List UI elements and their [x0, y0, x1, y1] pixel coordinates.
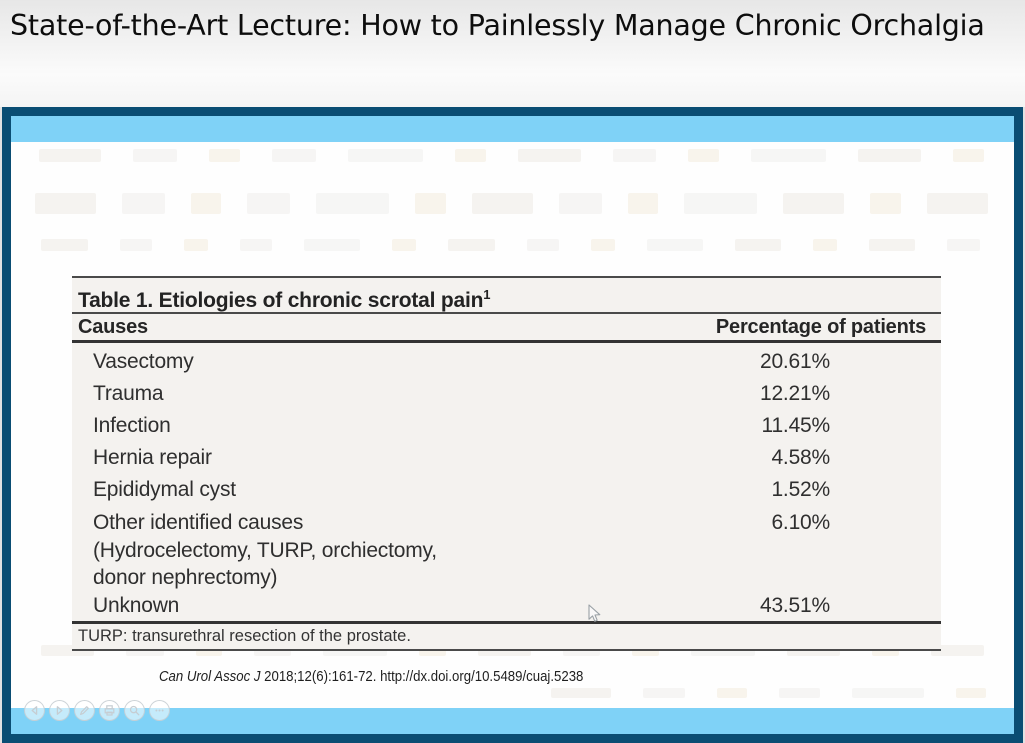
table-row: Infection 11.45%: [72, 410, 941, 442]
table-row: Unknown 43.51%: [72, 592, 941, 621]
percentage-cell: 4.58%: [771, 446, 830, 469]
table-title-text: Table 1. Etiologies of chronic scrotal p…: [78, 289, 484, 312]
page-title: State-of-the-Art Lecture: How to Painles…: [10, 9, 985, 42]
cause-line: Other identified causes: [93, 511, 304, 534]
cause-line: donor nephrectomy): [93, 566, 278, 589]
table-header-rule: [72, 340, 941, 343]
table-row: Epididymal cyst 1.52%: [72, 474, 941, 506]
pencil-icon: [80, 706, 89, 715]
citation: Can Urol Assoc J 2018;12(6):161-72. http…: [159, 668, 583, 685]
printer-icon: [104, 705, 115, 716]
percentage-cell: 6.10%: [771, 511, 830, 534]
annotate-button[interactable]: [74, 700, 95, 721]
column-header-percentage: Percentage of patients: [715, 316, 926, 338]
table-row: Vasectomy 20.61%: [72, 343, 941, 378]
cause-line: (Hydrocelectomy, TURP, orchiectomy,: [93, 538, 437, 562]
faded-text-artifact: [39, 149, 984, 162]
more-icon: [155, 709, 164, 712]
table-title: Table 1. Etiologies of chronic scrotal p…: [72, 278, 941, 312]
percentage-cell: 20.61%: [759, 350, 830, 373]
more-options-button[interactable]: [149, 700, 170, 721]
next-slide-icon: [56, 706, 63, 715]
percentage-cell: 11.45%: [761, 414, 831, 437]
table-footnote: TURP: transurethral resection of the pro…: [78, 626, 411, 645]
faded-text-artifact: [41, 645, 985, 656]
mouse-cursor: [588, 604, 601, 622]
table-top-rule: [72, 276, 941, 278]
faded-text-artifact: [35, 193, 989, 214]
footnote-rule: [72, 648, 941, 651]
table-bottom-rule: [72, 620, 941, 624]
lecture-header: State-of-the-Art Lecture: How to Painles…: [0, 0, 1025, 107]
faded-text-artifact: [41, 239, 980, 251]
table-row: Trauma 12.21%: [72, 378, 941, 410]
zoom-icon: [129, 705, 140, 716]
cause-cell: Other identified causes (Hydrocelectomy,…: [72, 509, 700, 592]
cause-cell: Epididymal cyst: [93, 478, 236, 501]
previous-slide-button[interactable]: [24, 700, 45, 721]
table-row: Other identified causes (Hydrocelectomy,…: [72, 506, 941, 592]
faded-text-artifact: [551, 688, 986, 698]
viewer-toolbar: [24, 700, 170, 721]
cause-cell: Trauma: [93, 382, 164, 405]
slide-viewer-frame: Table 1. Etiologies of chronic scrotal p…: [2, 107, 1023, 743]
print-button[interactable]: [99, 700, 120, 721]
cause-cell: Unknown: [93, 593, 180, 617]
zoom-button[interactable]: [124, 700, 145, 721]
table-title-superscript: 1: [483, 287, 491, 302]
percentage-cell: 12.21%: [759, 382, 830, 405]
percentage-cell: 43.51%: [759, 593, 830, 617]
table-row: Hernia repair 4.58%: [72, 442, 941, 474]
cause-cell: Vasectomy: [93, 350, 194, 373]
percentage-cell: 1.52%: [771, 478, 830, 501]
etiology-table: Table 1. Etiologies of chronic scrotal p…: [72, 276, 941, 651]
previous-slide-icon: [31, 706, 38, 715]
cause-cell: Hernia repair: [93, 446, 212, 469]
table-header-row: Causes Percentage of patients: [72, 314, 941, 340]
citation-reference: 2018;12(6):161-72. http://dx.doi.org/10.…: [260, 668, 584, 685]
column-header-causes: Causes: [78, 316, 148, 338]
citation-journal: Can Urol Assoc J: [159, 668, 261, 685]
table-title-rule: [72, 312, 941, 314]
next-slide-button[interactable]: [49, 700, 70, 721]
cause-cell: Infection: [93, 414, 171, 437]
slide-canvas: Table 1. Etiologies of chronic scrotal p…: [11, 142, 1014, 708]
